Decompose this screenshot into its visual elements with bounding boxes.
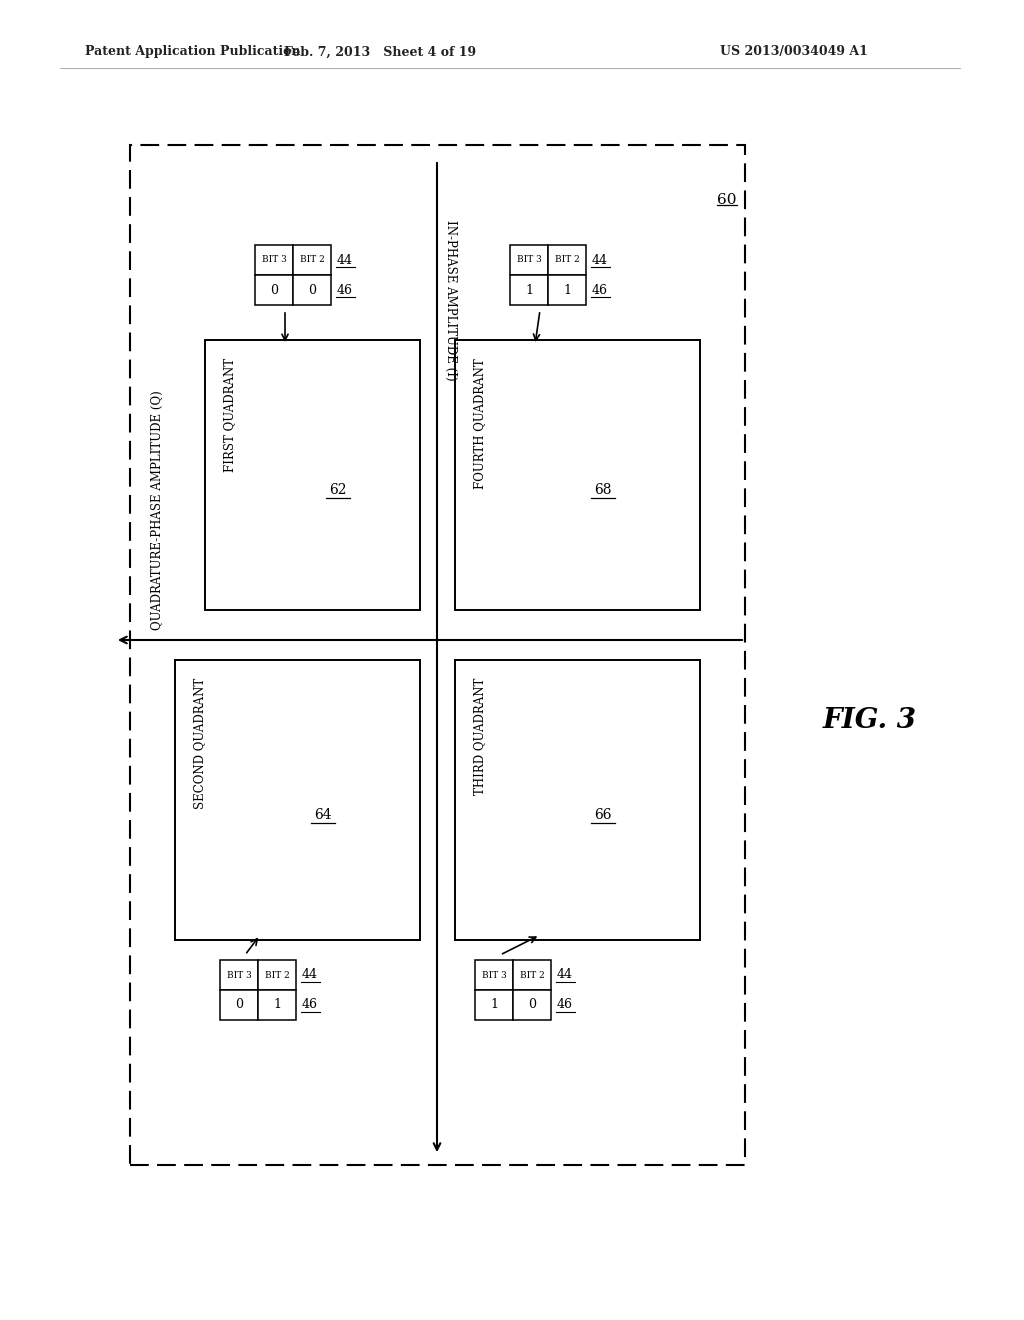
Bar	[475, 960, 513, 990]
Text: BIT 2: BIT 2	[519, 970, 545, 979]
Bar	[548, 275, 586, 305]
Bar	[293, 275, 331, 305]
Bar	[455, 660, 700, 940]
Text: 64: 64	[313, 808, 332, 822]
Text: 44: 44	[557, 969, 573, 982]
Text: US 2013/0034049 A1: US 2013/0034049 A1	[720, 45, 868, 58]
Text: BIT 3: BIT 3	[481, 970, 507, 979]
Text: BIT 3: BIT 3	[261, 256, 287, 264]
Text: THIRD QUADRANT: THIRD QUADRANT	[473, 678, 486, 796]
Text: 46: 46	[557, 998, 573, 1011]
Bar	[220, 960, 258, 990]
Text: 62: 62	[329, 483, 346, 498]
Text: FOURTH QUADRANT: FOURTH QUADRANT	[473, 358, 486, 488]
Text: 1: 1	[525, 284, 534, 297]
Text: 44: 44	[592, 253, 608, 267]
Text: 1: 1	[563, 284, 571, 297]
Text: 0: 0	[270, 284, 278, 297]
Text: 68: 68	[594, 483, 611, 498]
Text: 0: 0	[234, 998, 243, 1011]
Text: Feb. 7, 2013   Sheet 4 of 19: Feb. 7, 2013 Sheet 4 of 19	[284, 45, 476, 58]
Bar	[175, 660, 420, 940]
Text: 1: 1	[273, 998, 281, 1011]
Text: Patent Application Publication: Patent Application Publication	[85, 45, 300, 58]
Text: BIT 3: BIT 3	[226, 970, 251, 979]
Text: BIT 2: BIT 2	[555, 256, 580, 264]
Text: 44: 44	[302, 969, 318, 982]
Bar	[258, 960, 296, 990]
Text: 46: 46	[592, 284, 608, 297]
Text: 1: 1	[490, 998, 498, 1011]
Text: BIT 3: BIT 3	[517, 256, 542, 264]
Bar	[220, 990, 258, 1020]
Text: FIG. 3: FIG. 3	[823, 706, 918, 734]
Text: QUADRATURE-PHASE AMPLITUDE (Q): QUADRATURE-PHASE AMPLITUDE (Q)	[151, 391, 164, 630]
Bar	[293, 246, 331, 275]
Text: FIRST QUADRANT: FIRST QUADRANT	[223, 358, 236, 473]
Bar	[513, 960, 551, 990]
Bar	[510, 275, 548, 305]
Bar	[258, 990, 296, 1020]
Text: 0: 0	[528, 998, 536, 1011]
Text: 46: 46	[302, 998, 318, 1011]
Text: SECOND QUADRANT: SECOND QUADRANT	[193, 678, 206, 809]
Bar	[548, 246, 586, 275]
Bar	[255, 246, 293, 275]
Text: 66: 66	[594, 808, 611, 822]
Bar	[255, 275, 293, 305]
Bar	[205, 341, 420, 610]
Bar	[475, 990, 513, 1020]
Bar	[130, 145, 745, 1166]
Bar	[513, 990, 551, 1020]
Text: 46: 46	[337, 284, 353, 297]
Text: IN-PHASE AMPLITUDE (I): IN-PHASE AMPLITUDE (I)	[444, 219, 458, 380]
Text: BIT 2: BIT 2	[300, 256, 325, 264]
Bar	[455, 341, 700, 610]
Text: 44: 44	[337, 253, 353, 267]
Text: 60: 60	[717, 193, 736, 207]
Text: BIT 2: BIT 2	[264, 970, 290, 979]
Bar	[510, 246, 548, 275]
Text: 0: 0	[308, 284, 316, 297]
